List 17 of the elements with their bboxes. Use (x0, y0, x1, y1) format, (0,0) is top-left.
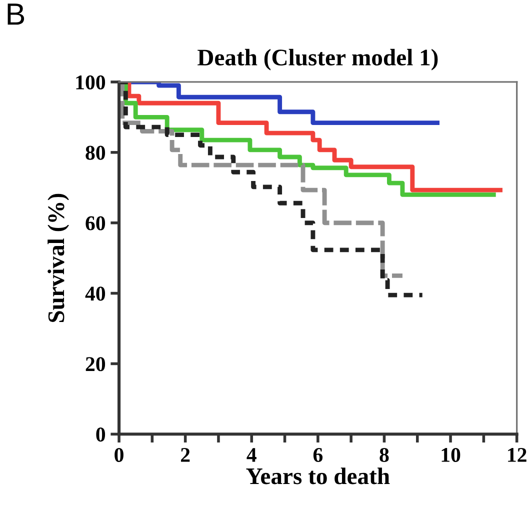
y-tick-label: 40 (85, 286, 106, 301)
x-tick-label: 8 (380, 448, 389, 462)
y-tick-label: 80 (86, 146, 106, 160)
x-tick-label: 4 (246, 448, 256, 462)
chart-title: Death (Cluster model 1) (198, 48, 438, 70)
y-tick-label: 0 (96, 428, 106, 442)
y-tick-label: 20 (86, 357, 106, 372)
x-tick-label: 0 (114, 448, 124, 462)
y-tick-label: 60 (86, 216, 106, 230)
x-axis-title: Years to death (246, 468, 390, 484)
x-tick-label: 10 (442, 448, 460, 462)
y-axis-title: Survival (%) (48, 194, 70, 322)
text: B (8, 4, 24, 25)
x-tick-label: 6 (313, 448, 323, 462)
y-tick-label: 100 (76, 75, 106, 90)
x-tick-label: 2 (180, 448, 190, 462)
x-tick-label: 12 (508, 448, 526, 462)
